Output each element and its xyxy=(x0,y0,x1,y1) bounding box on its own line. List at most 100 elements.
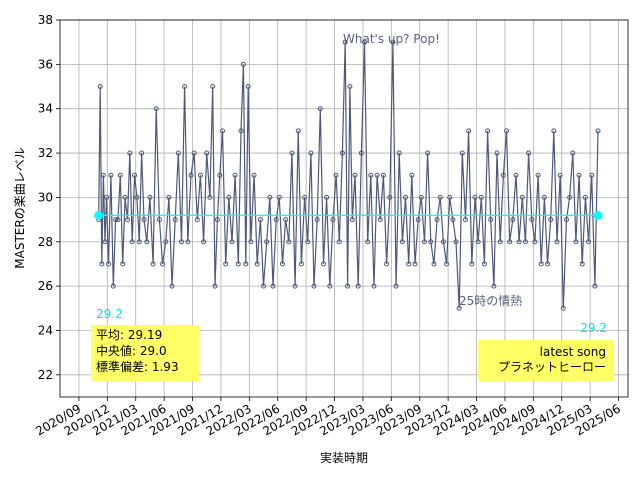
point xyxy=(406,261,412,267)
y-axis-label: MASTERの楽曲レベル xyxy=(13,147,27,268)
point xyxy=(317,106,323,112)
point xyxy=(160,261,166,267)
point xyxy=(330,217,336,223)
y-tick-label: 22 xyxy=(38,368,53,382)
point xyxy=(210,84,216,90)
point xyxy=(488,217,494,223)
point xyxy=(387,194,393,200)
point xyxy=(450,217,456,223)
point xyxy=(384,261,390,267)
y-tick-label: 38 xyxy=(38,13,53,27)
point xyxy=(466,128,472,134)
mean-marker xyxy=(94,210,104,220)
point xyxy=(104,194,110,200)
point xyxy=(150,261,156,267)
point xyxy=(207,194,213,200)
point xyxy=(336,239,342,245)
plot-frame xyxy=(59,19,629,398)
point xyxy=(153,106,159,112)
point xyxy=(519,194,525,200)
point xyxy=(204,150,210,156)
point xyxy=(191,150,197,156)
point xyxy=(270,283,276,289)
latest-label: latest song xyxy=(540,345,606,359)
point xyxy=(139,150,145,156)
point xyxy=(175,150,181,156)
mean-label-left: 29.2 xyxy=(96,307,123,321)
point xyxy=(243,261,249,267)
point xyxy=(380,172,386,178)
point xyxy=(226,194,232,200)
point xyxy=(567,194,573,200)
point xyxy=(267,194,273,200)
point xyxy=(535,172,541,178)
point xyxy=(347,84,353,90)
point xyxy=(421,239,427,245)
point xyxy=(545,261,551,267)
point xyxy=(513,172,519,178)
point xyxy=(352,172,358,178)
point xyxy=(273,217,279,223)
point xyxy=(229,239,235,245)
point xyxy=(589,172,595,178)
point xyxy=(504,128,510,134)
point xyxy=(447,194,453,200)
point xyxy=(169,283,175,289)
point xyxy=(560,305,566,311)
x-axis-label: 実装時期 xyxy=(320,450,368,465)
point xyxy=(516,239,522,245)
point xyxy=(453,239,459,245)
point xyxy=(102,239,108,245)
point xyxy=(444,261,450,267)
point xyxy=(254,261,260,267)
point xyxy=(214,217,220,223)
point xyxy=(289,150,295,156)
mean-label-right: 29.2 xyxy=(580,321,607,335)
point xyxy=(147,194,153,200)
point xyxy=(494,150,500,156)
point xyxy=(264,239,270,245)
point xyxy=(129,239,135,245)
point xyxy=(223,261,229,267)
point xyxy=(342,39,348,45)
y-tick-label: 36 xyxy=(38,57,53,71)
point xyxy=(526,150,532,156)
point xyxy=(333,172,339,178)
point xyxy=(110,283,116,289)
point xyxy=(529,217,535,223)
point xyxy=(295,128,301,134)
point xyxy=(396,150,402,156)
point xyxy=(551,128,557,134)
point xyxy=(541,194,547,200)
y-tick-label: 26 xyxy=(38,279,53,293)
point xyxy=(582,194,588,200)
stats-box xyxy=(91,325,199,381)
latest-song: プラネットヒーロー xyxy=(498,360,606,374)
point xyxy=(355,283,361,289)
point xyxy=(302,194,308,200)
point xyxy=(182,84,188,90)
point xyxy=(122,194,128,200)
stats-mean: 平均: 29.19 xyxy=(96,328,162,342)
point xyxy=(311,283,317,289)
point xyxy=(563,217,569,223)
point xyxy=(579,261,585,267)
point xyxy=(425,150,431,156)
point xyxy=(276,194,282,200)
point xyxy=(308,150,314,156)
point xyxy=(592,283,598,289)
point xyxy=(235,261,241,267)
point xyxy=(576,172,582,178)
point xyxy=(403,194,409,200)
y-tick-label: 34 xyxy=(38,102,53,116)
point xyxy=(440,239,446,245)
point xyxy=(115,217,121,223)
point xyxy=(368,172,374,178)
point xyxy=(485,128,491,134)
point xyxy=(283,217,289,223)
point xyxy=(134,194,140,200)
point xyxy=(185,239,191,245)
point xyxy=(298,261,304,267)
point xyxy=(475,239,481,245)
